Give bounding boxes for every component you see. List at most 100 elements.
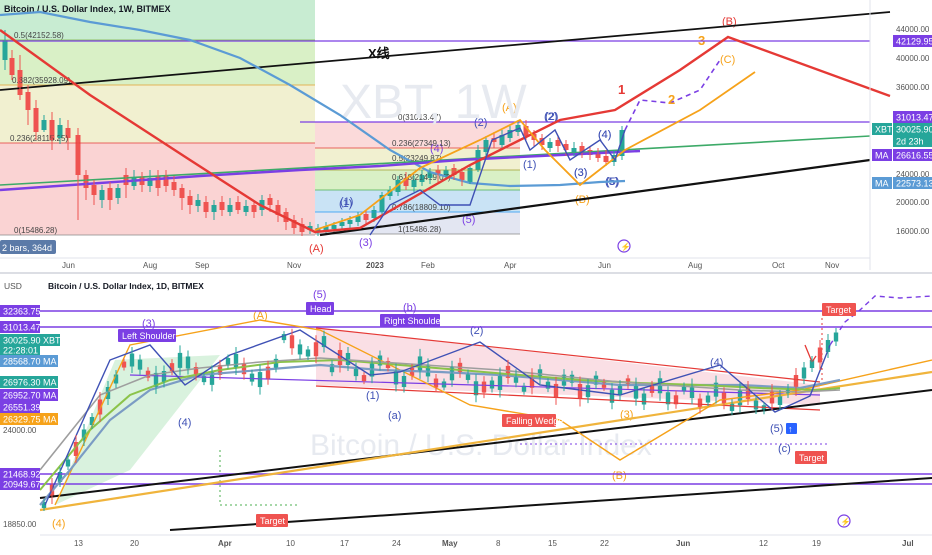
time-tick: 8	[496, 539, 501, 548]
svg-text:Left Shoulder: Left Shoulder	[122, 331, 176, 341]
svg-text:MA: MA	[43, 415, 57, 425]
wave-label: (C)	[720, 54, 735, 66]
price-tag-label: MA	[40, 389, 58, 401]
svg-text:22:28:01: 22:28:01	[3, 346, 38, 356]
price-tag: 42129.95	[893, 35, 932, 47]
time-tick: 2023	[366, 261, 384, 270]
svg-text:Right Shoulder: Right Shoulder	[384, 316, 444, 326]
fib-label: 0.5(42152.58)	[14, 31, 64, 40]
fib-label: 0.5(23249.87)	[392, 154, 442, 163]
wave-label: (2)	[544, 111, 557, 123]
ma-green-line	[39, 358, 841, 491]
price-tick: 16000.00	[896, 227, 930, 236]
svg-text:XBT: XBT	[875, 125, 893, 135]
price-tag-label: MA	[40, 355, 58, 367]
lightning-icon	[837, 514, 851, 528]
svg-text:MA: MA	[43, 378, 57, 388]
svg-text:28568.70: 28568.70	[3, 357, 41, 367]
svg-text:2d 23h: 2d 23h	[896, 137, 924, 147]
ma-blue-line	[0, 10, 626, 188]
wave-label: (4)	[598, 129, 611, 141]
time-tick: Jun	[676, 539, 690, 548]
price-tag: 26329.75	[0, 413, 41, 425]
projection-dashed-path	[624, 59, 721, 131]
blue-impulse-path	[44, 329, 831, 506]
orange-rising-trendline	[39, 370, 932, 512]
svg-text:MA: MA	[875, 151, 889, 161]
svg-text:22573.13: 22573.13	[896, 179, 932, 189]
price-tag: 26551.39	[0, 401, 41, 413]
wave-label: (1)	[339, 198, 352, 210]
wave-label: (1)	[340, 196, 353, 208]
wave-label: (4)	[710, 357, 723, 369]
price-tag: 26616.55	[893, 149, 932, 161]
price-tag-label: MA	[872, 149, 892, 161]
daily-chart-title: Bitcoin / U.S. Dollar Index, 1D, BITMEX	[48, 281, 204, 291]
orange-wave-path	[54, 319, 932, 506]
price-tag-label: MA	[872, 177, 892, 189]
svg-text:MA: MA	[43, 357, 57, 367]
wave-label: (5)	[462, 214, 475, 226]
fib-label: 0.786(18809.10)	[392, 203, 451, 212]
svg-text:MA: MA	[875, 179, 889, 189]
rising-zone	[55, 355, 220, 505]
price-tag: 22:28:01	[0, 344, 40, 356]
svg-text:31013.47: 31013.47	[896, 113, 932, 123]
time-tick: Nov	[825, 261, 839, 270]
target-label: Target	[256, 514, 288, 527]
orange-wave-path	[314, 71, 756, 231]
target-dotted-line	[219, 450, 300, 506]
price-tag: 30025.90	[0, 334, 41, 346]
fib-zone	[0, 40, 315, 85]
price-tag-label: MA	[40, 413, 58, 425]
head-label: Head	[306, 302, 334, 315]
time-tick: Apr	[504, 261, 517, 270]
price-tag: 31013.47	[893, 111, 932, 123]
svg-text:Falling Wedge: Falling Wedge	[506, 416, 563, 426]
wave-label: (4)	[598, 129, 611, 141]
wedge-upper-line	[315, 327, 821, 383]
price-tag: 26952.70	[0, 389, 41, 401]
svg-text:26952.70: 26952.70	[3, 391, 41, 401]
fib-label: 0(31013.47)	[398, 113, 441, 122]
price-tick: 18850.00	[3, 520, 37, 529]
red-wave-path	[0, 29, 891, 234]
wave-label: (a)	[388, 410, 401, 422]
price-tick: 40000.00	[896, 54, 930, 63]
svg-text:26551.39: 26551.39	[3, 403, 41, 413]
svg-text:30025.90: 30025.90	[3, 336, 41, 346]
svg-text:26976.30: 26976.30	[3, 378, 41, 388]
time-tick: Apr	[218, 539, 232, 548]
time-tick: 10	[286, 539, 295, 548]
bars-badge	[0, 240, 56, 254]
fib-label: 0.236(27349.13)	[392, 139, 451, 148]
wave-label: (4)	[430, 143, 443, 155]
neckline	[129, 374, 821, 396]
currency-label: USD	[4, 281, 22, 291]
time-tick: Feb	[421, 261, 435, 270]
time-tick: Aug	[143, 261, 157, 270]
wave-label: (1)	[366, 390, 379, 402]
svg-text:Target: Target	[826, 305, 852, 315]
wave-label: (4)	[52, 518, 65, 530]
wave-label: (b)	[403, 302, 416, 314]
projection-dashed-path	[829, 295, 932, 346]
fib-label: 0.382(35928.09)	[12, 76, 71, 85]
svg-text:MA: MA	[43, 391, 57, 401]
price-tick: 36000.00	[896, 83, 930, 92]
price-tag: 31013.47	[0, 321, 41, 333]
weekly-chart-title: Bitcoin / U.S. Dollar Index, 1W, BITMEX	[4, 4, 171, 14]
blue-subwave-path	[369, 127, 626, 236]
wave-label: (2)	[474, 117, 487, 129]
time-tick: 12	[759, 539, 768, 548]
wave-label: (3)	[574, 167, 587, 179]
svg-text:31013.47: 31013.47	[3, 323, 41, 333]
price-tag: 20949.67	[0, 478, 41, 490]
svg-text:Target: Target	[260, 516, 286, 526]
price-tick: 24000.00	[3, 426, 37, 435]
daily-panel: Bitcoin / U.S. Dollar Index(5)(A)(b)(3)(…	[0, 273, 932, 550]
lightning-icon-glyph: ⚡	[841, 517, 851, 527]
svg-text:26329.75: 26329.75	[3, 415, 41, 425]
x-line-trendline	[0, 11, 891, 91]
